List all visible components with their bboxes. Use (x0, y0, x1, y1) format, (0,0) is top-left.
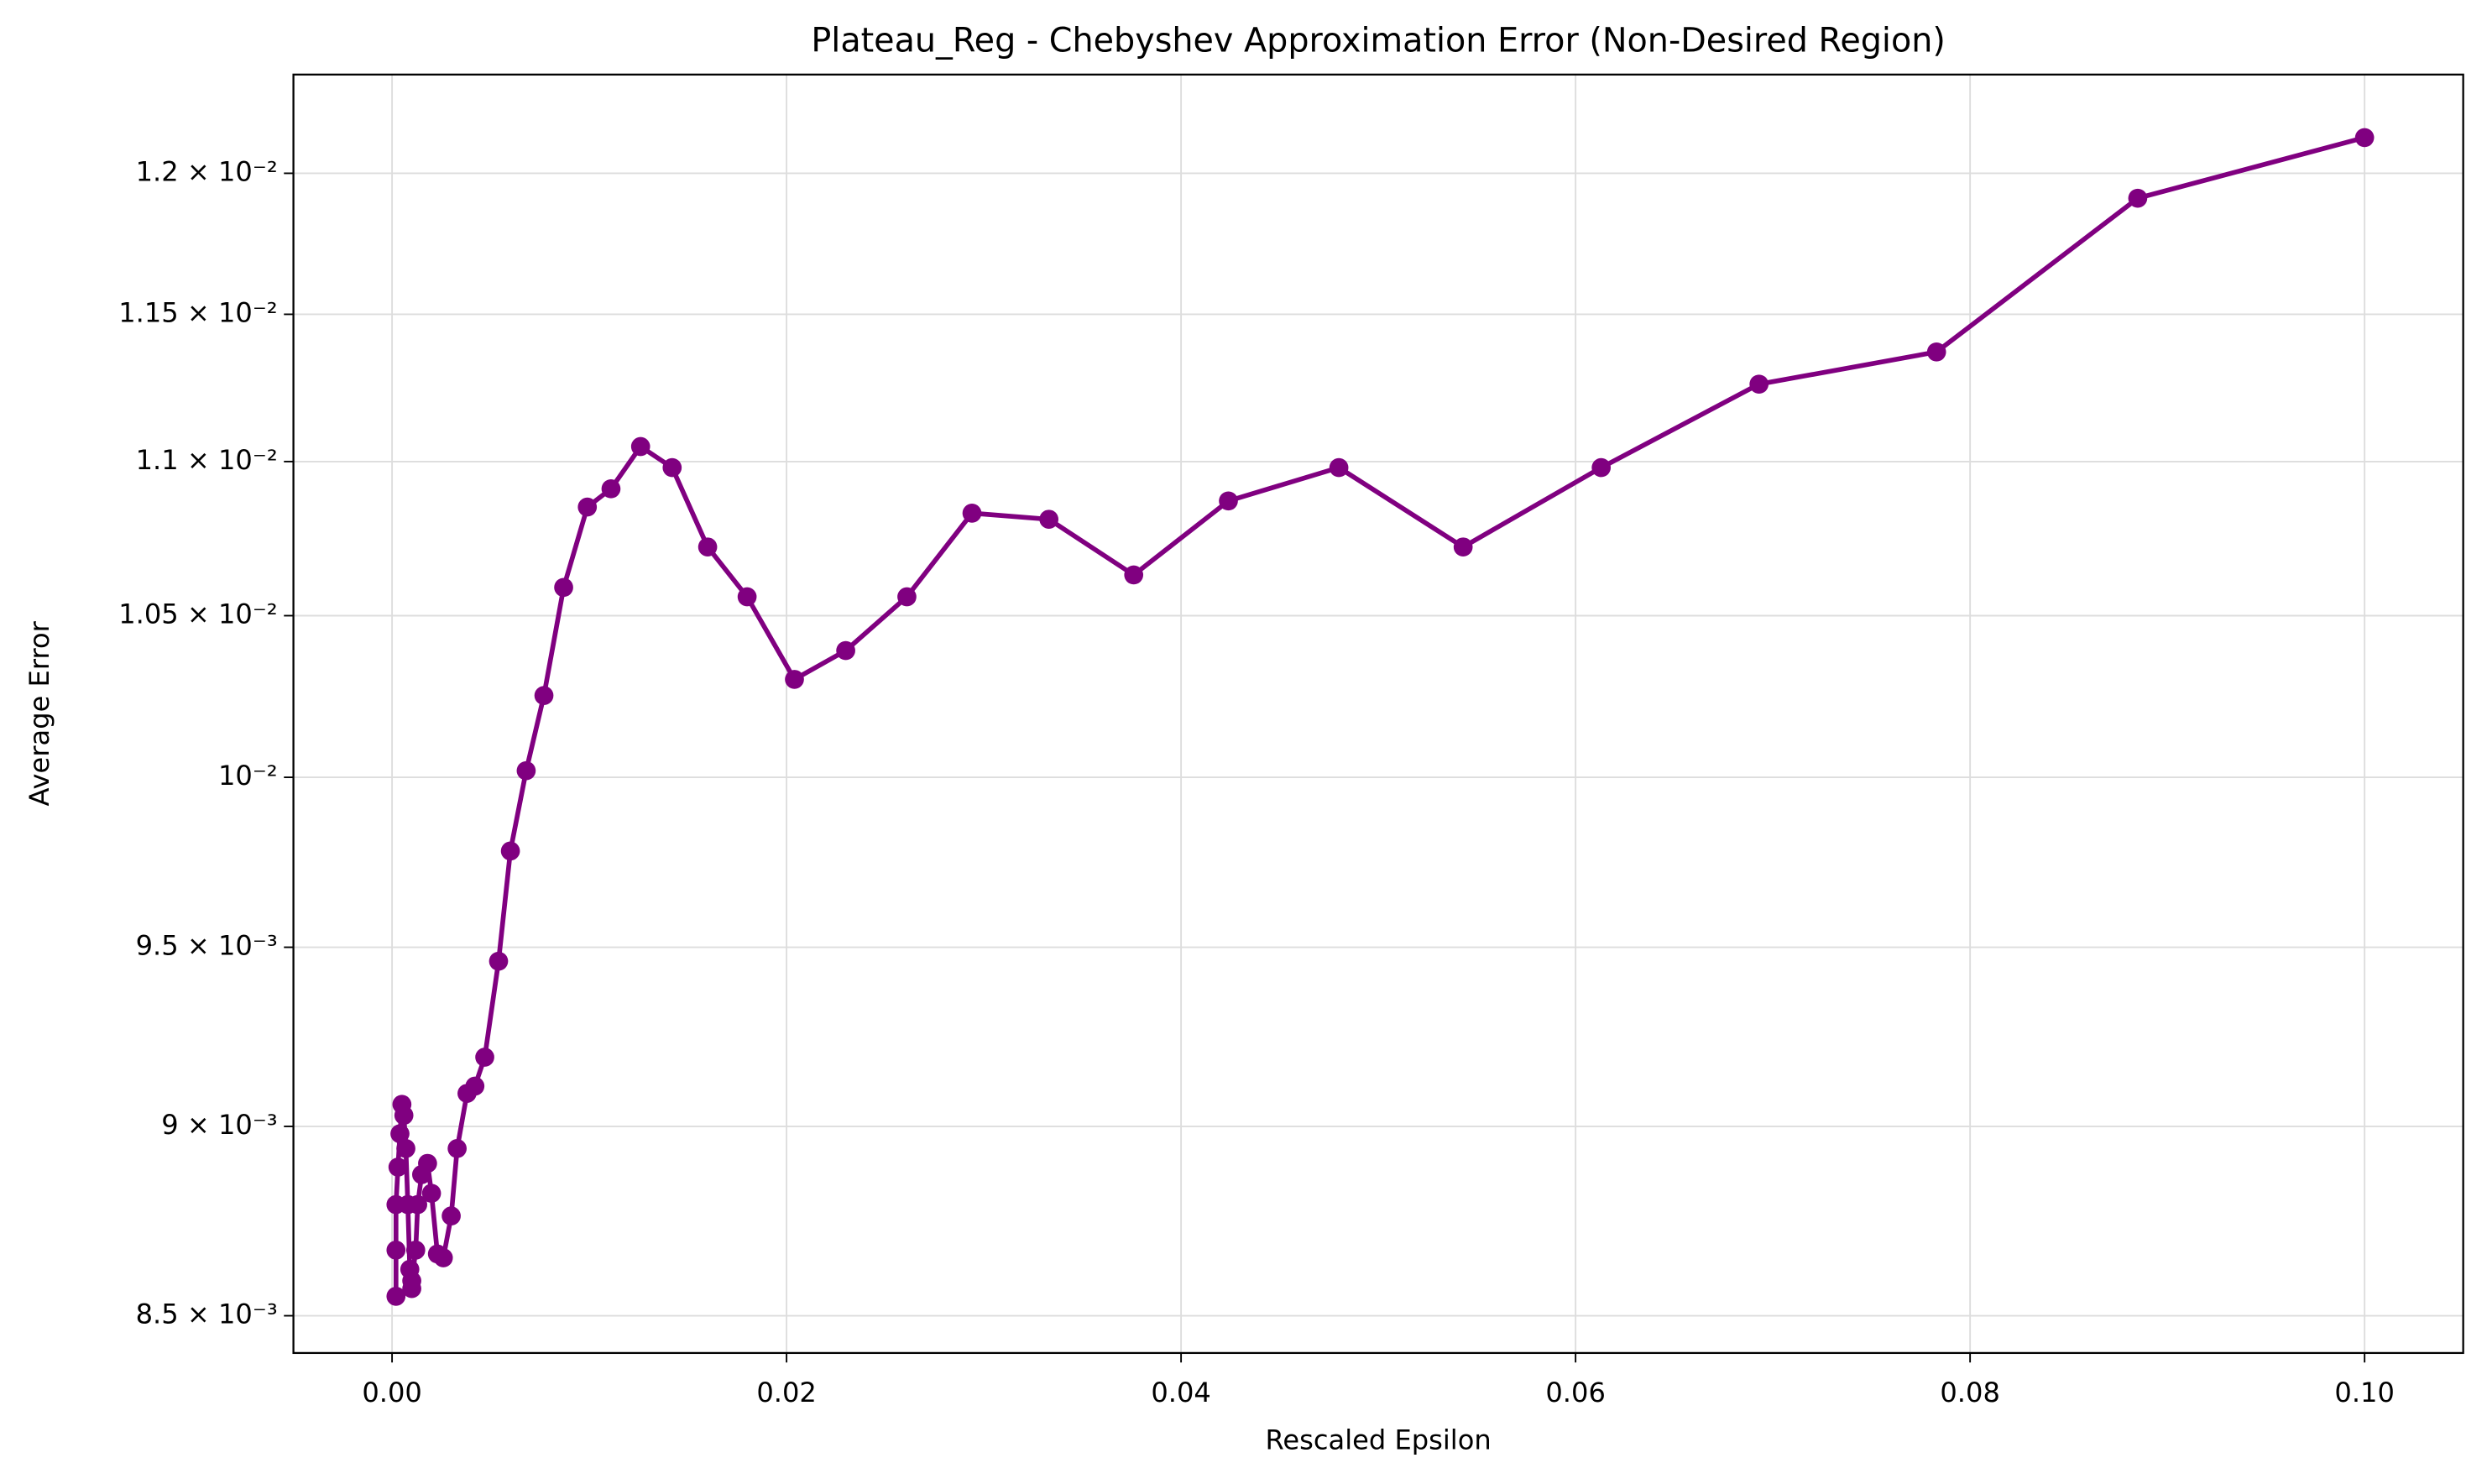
data-point (1124, 565, 1144, 585)
x-tick-label: 0.02 (756, 1377, 817, 1408)
data-point (388, 1157, 408, 1177)
data-line (393, 135, 2365, 1297)
y-tick-label: 9.5 × 10⁻³ (136, 930, 278, 962)
data-point (396, 1138, 415, 1158)
data-point (394, 1105, 414, 1126)
data-point (601, 478, 621, 499)
data-point (698, 537, 718, 556)
y-tick-label: 1.2 × 10⁻² (136, 155, 278, 187)
data-point (897, 587, 917, 607)
x-tick-label: 0.08 (1940, 1377, 2000, 1408)
data-point (489, 951, 509, 971)
data-point (785, 670, 804, 689)
data-point (1453, 537, 1473, 556)
data-point (447, 1138, 467, 1158)
data-point (1926, 342, 1946, 362)
data-point (836, 640, 855, 661)
data-point (962, 504, 982, 523)
data-point (475, 1048, 494, 1067)
data-point (1219, 491, 1238, 511)
y-tick-label: 10⁻² (218, 760, 278, 792)
data-point (421, 1184, 441, 1204)
data-point (516, 760, 536, 781)
data-point (1591, 457, 1612, 478)
data-point (2354, 128, 2375, 148)
x-axis-label: Rescaled Epsilon (1266, 1424, 1492, 1456)
data-point (630, 436, 650, 457)
data-point (441, 1206, 461, 1225)
y-tick-label: 1.05 × 10⁻² (118, 598, 278, 630)
data-point (577, 497, 598, 517)
x-tick-label: 0.00 (362, 1377, 422, 1408)
data-point (418, 1153, 437, 1173)
data-point (386, 1241, 406, 1260)
data-point (433, 1248, 453, 1267)
y-tick-label: 8.5 × 10⁻³ (136, 1298, 278, 1330)
x-tick-label: 0.10 (2334, 1377, 2394, 1408)
y-axis-label: Average Error (24, 620, 55, 806)
data-point (386, 1287, 406, 1306)
data-point (554, 577, 573, 598)
x-tick-label: 0.06 (1545, 1377, 1606, 1408)
x-tick-label: 0.04 (1151, 1377, 1211, 1408)
data-point (405, 1241, 426, 1260)
data-point (534, 686, 554, 705)
plot-frame (292, 73, 2464, 1355)
y-tick-label: 1.15 × 10⁻² (118, 296, 278, 328)
data-point (1749, 374, 1769, 395)
data-point (662, 457, 682, 478)
data-point (2128, 188, 2148, 208)
data-point (1329, 457, 1349, 478)
chart-title: Plateau_Reg - Chebyshev Approximation Er… (811, 22, 1945, 60)
data-point (1039, 509, 1058, 529)
data-point (390, 1124, 410, 1144)
data-point (465, 1076, 485, 1096)
y-tick-label: 9 × 10⁻³ (161, 1109, 277, 1141)
data-point (500, 841, 520, 861)
data-point (402, 1271, 421, 1291)
y-tick-label: 1.1 × 10⁻² (136, 444, 278, 476)
data-point (737, 587, 757, 607)
data-point (408, 1194, 427, 1215)
